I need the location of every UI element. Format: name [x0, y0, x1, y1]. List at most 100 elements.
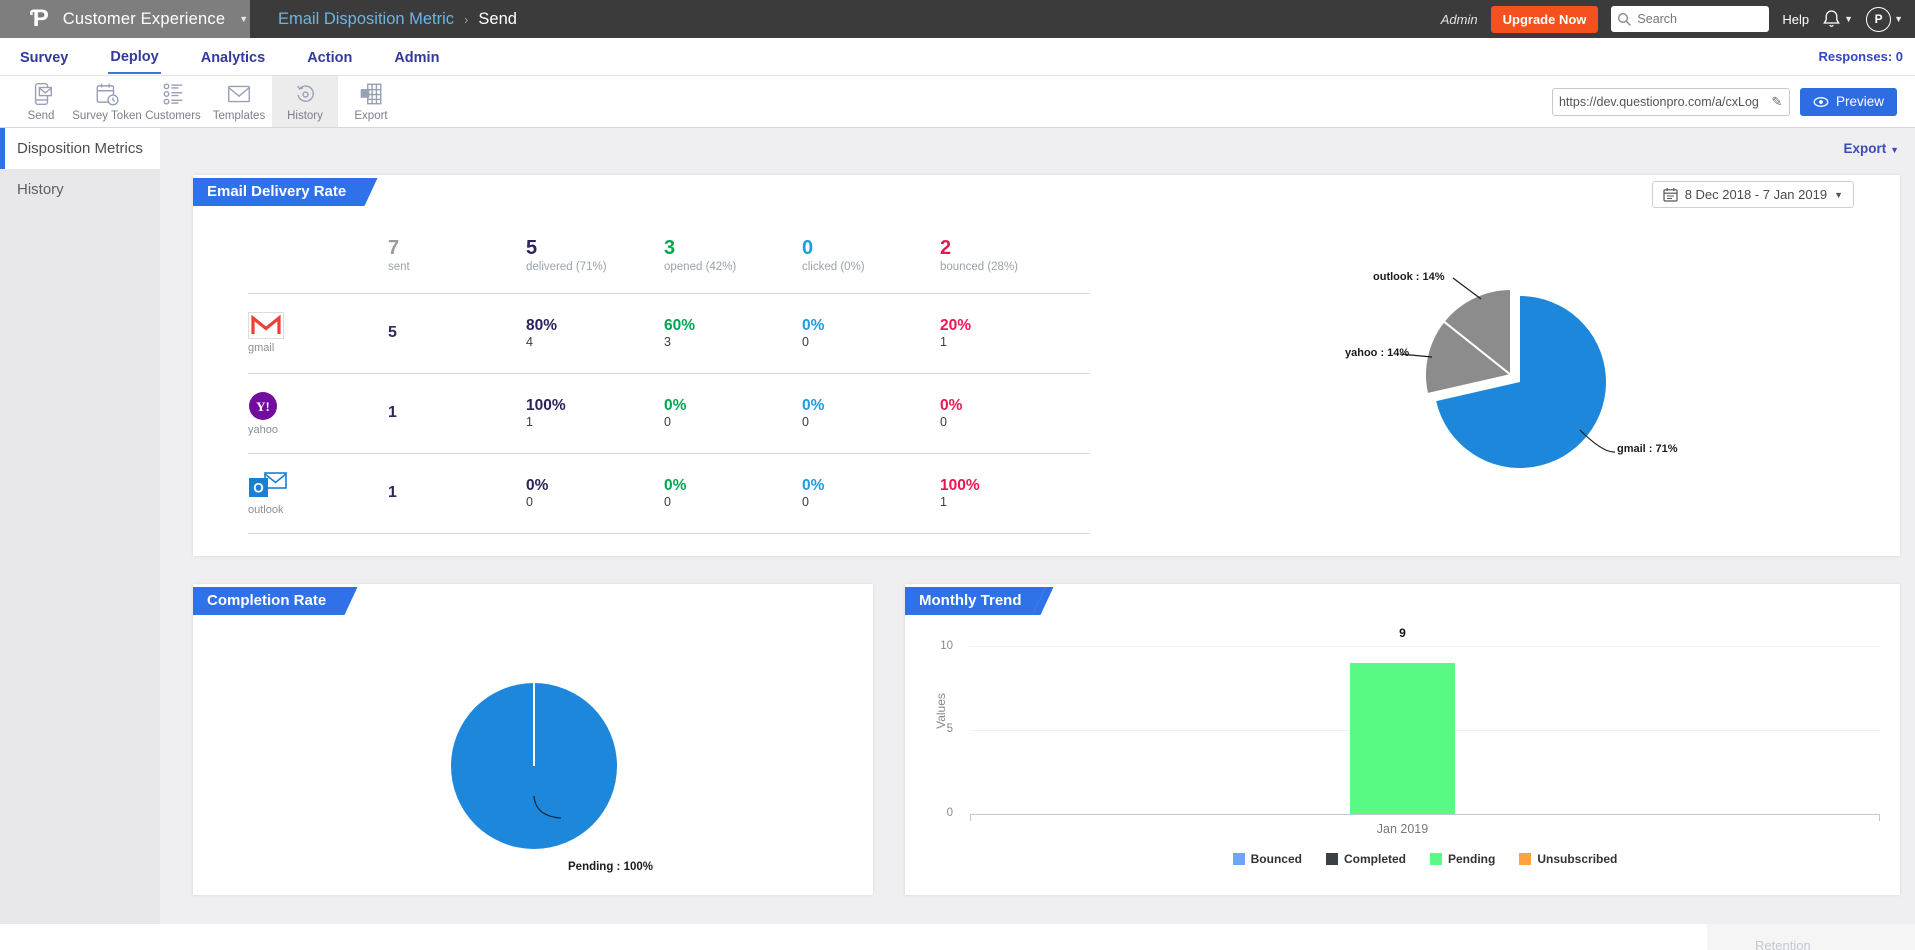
nav-tab-admin[interactable]: Admin: [394, 49, 440, 66]
table-row-yahoo: Y! yahoo 1 100% 1 0% 0 0% 0 0% 0: [193, 373, 1900, 453]
summary-opened-value: 3: [664, 237, 676, 259]
summary-sent-value: 7: [388, 237, 400, 259]
summary-sent-label: sent: [388, 261, 410, 273]
summary-bounced-value: 2: [940, 237, 952, 259]
gridline: [970, 646, 1880, 647]
header-actions: Admin Upgrade Now Help ▼ P ▼: [1440, 5, 1915, 33]
nav-tab-deploy[interactable]: Deploy: [108, 40, 161, 74]
admin-link[interactable]: Admin: [1440, 11, 1478, 27]
cell-sent: 1: [388, 484, 397, 501]
summary-delivered-label: delivered (71%): [526, 261, 607, 273]
svg-text:X: X: [362, 89, 368, 98]
bar-value-label: 9: [1399, 626, 1406, 640]
y-axis-title: Values: [934, 693, 948, 729]
export-label: Export: [1843, 141, 1887, 156]
summary-bounced-label: bounced (28%): [940, 261, 1018, 273]
main-content: Export ▼ Email Delivery Rate 8 Dec 2018 …: [160, 128, 1915, 924]
upgrade-now-button[interactable]: Upgrade Now: [1490, 5, 1599, 33]
gmail-icon: [248, 312, 284, 339]
sidebar-item-history[interactable]: History: [17, 181, 64, 198]
pie-label-yahoo: yahoo : 14%: [1345, 347, 1410, 359]
toolbar-survey-token-button[interactable]: Survey Token: [72, 76, 142, 127]
provider-cell: O outlook: [248, 470, 388, 516]
responses-count-link[interactable]: Responses: 0: [1818, 49, 1903, 64]
panel-ribbon: Completion Rate: [193, 587, 358, 615]
delivery-summary-row: 7 sent 5 delivered (71%) 3 opened (42%): [193, 237, 1900, 273]
svg-text:Y!: Y!: [256, 399, 270, 414]
pct-value: 0%: [802, 317, 825, 334]
primary-navigation: Survey Deploy Analytics Action Admin Res…: [0, 38, 1915, 76]
cell-bounced: 0% 0: [940, 397, 1090, 429]
global-search[interactable]: [1611, 6, 1770, 32]
count-value: 0: [664, 415, 671, 429]
eye-icon: [1813, 96, 1829, 107]
panel-title: Completion Rate: [193, 587, 350, 615]
preview-button[interactable]: Preview: [1799, 87, 1897, 116]
survey-url-input[interactable]: [1552, 94, 1765, 109]
callout-line-outlook: [1452, 277, 1482, 300]
toolbar-export-button[interactable]: X Export: [338, 76, 404, 127]
panel-ribbon: Monthly Trend: [905, 587, 1054, 615]
breadcrumb-current: Send: [478, 9, 517, 28]
account-menu-button[interactable]: P ▼: [1866, 6, 1903, 32]
chevron-down-icon: ▼: [1834, 189, 1843, 200]
export-dropdown[interactable]: Export ▼: [1844, 141, 1899, 156]
toolbar-label: Export: [354, 110, 388, 122]
nav-tab-survey[interactable]: Survey: [20, 49, 69, 66]
pct-value: 100%: [526, 397, 566, 414]
export-spreadsheet-icon: X: [360, 83, 382, 105]
pct-value: 0%: [802, 477, 825, 494]
pct-value: 0%: [940, 397, 963, 414]
pie-slices: [451, 683, 617, 849]
legend-item-pending[interactable]: Pending: [1430, 852, 1495, 866]
cell-opened: 0% 0: [664, 397, 802, 429]
preview-label: Preview: [1835, 94, 1884, 109]
calendar-icon: [1663, 188, 1678, 202]
cell-opened: 0% 0: [664, 477, 802, 509]
provider-pie-chart: [1243, 215, 1883, 550]
legend-swatch: [1325, 853, 1338, 865]
legend-item-completed[interactable]: Completed: [1325, 852, 1406, 866]
legend-swatch: [1232, 853, 1245, 865]
summary-delivered: 5 delivered (71%): [526, 237, 664, 273]
pct-value: 0%: [802, 397, 825, 414]
notifications-button[interactable]: ▼: [1822, 9, 1853, 29]
nav-tab-analytics[interactable]: Analytics: [200, 49, 266, 66]
sidebar-item-disposition-metrics[interactable]: Disposition Metrics: [0, 128, 160, 169]
pct-value: 0%: [664, 477, 687, 494]
pie-svg: [451, 683, 617, 849]
legend-label: Completed: [1343, 852, 1406, 866]
provider-label: gmail: [248, 342, 275, 354]
cell-clicked: 0% 0: [802, 317, 940, 349]
count-value: 0: [802, 415, 809, 429]
summary-clicked: 0 clicked (0%): [802, 237, 940, 273]
legend-swatch: [1430, 853, 1442, 865]
legend-item-unsubscribed[interactable]: Unsubscribed: [1519, 852, 1617, 866]
search-input[interactable]: [1637, 12, 1758, 26]
toolbar-right-actions: ✎ Preview: [1551, 76, 1915, 127]
legend-item-bounced[interactable]: Bounced: [1232, 852, 1302, 866]
count-value: 1: [940, 495, 947, 509]
toolbar-customers-button[interactable]: Customers: [140, 76, 206, 127]
pct-value: 0%: [526, 477, 549, 494]
nav-tab-action[interactable]: Action: [307, 49, 353, 66]
count-value: 0: [526, 495, 533, 509]
toolbar-templates-button[interactable]: Templates: [206, 76, 272, 127]
edit-url-pencil-icon[interactable]: ✎: [1771, 93, 1783, 109]
row-divider: [248, 293, 1090, 294]
help-link[interactable]: Help: [1782, 11, 1810, 27]
toolbar-send-button[interactable]: Send: [8, 76, 74, 127]
survey-url-field[interactable]: ✎: [1551, 87, 1790, 116]
date-range-picker[interactable]: 8 Dec 2018 - 7 Jan 2019 ▼: [1651, 181, 1854, 208]
product-switcher[interactable]: Ƥ Customer Experience ▼: [0, 0, 250, 38]
provider-label: outlook: [248, 504, 284, 516]
axis-tick: [970, 814, 971, 821]
pct-value: 0%: [664, 397, 687, 414]
cell-sent: 1: [388, 404, 397, 421]
toolbar-history-button[interactable]: History: [272, 76, 338, 127]
x-axis-line: [970, 814, 1880, 815]
breadcrumb-survey-link[interactable]: Email Disposition Metric: [278, 9, 455, 28]
summary-bounced: 2 bounced (28%): [940, 237, 1090, 273]
questionpro-logo-icon: Ƥ: [30, 5, 49, 32]
